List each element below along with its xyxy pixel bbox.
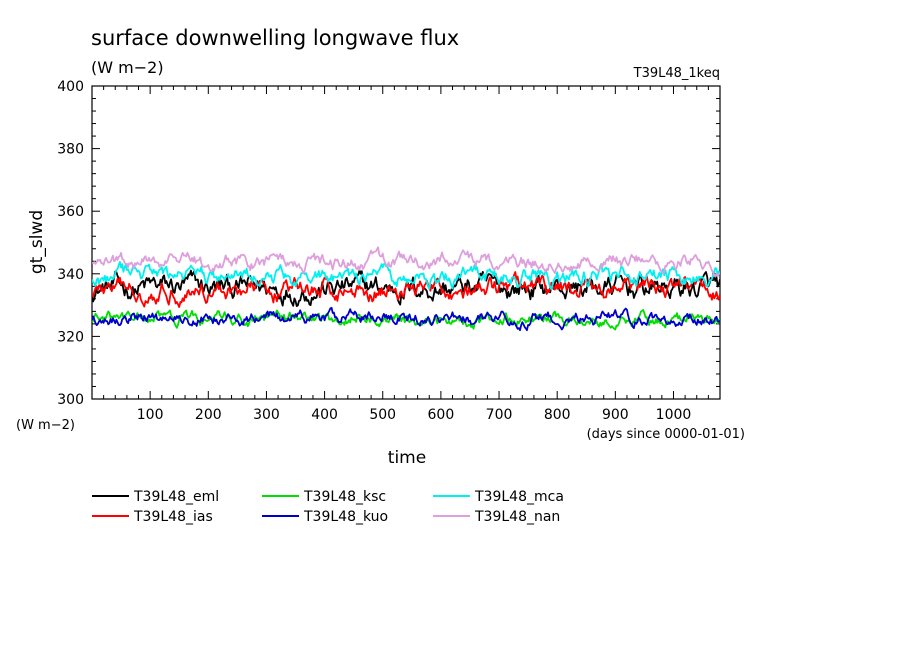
x-tick-label: 100 — [137, 407, 164, 423]
plot-frame — [91, 85, 721, 400]
y-tick-label: 400 — [57, 79, 84, 95]
series-line-T39L48_ksc — [92, 309, 720, 331]
legend-label: T39L48_nan — [474, 509, 560, 525]
x-tick-label: 300 — [253, 407, 280, 423]
y-tick-label: 320 — [57, 329, 84, 345]
x-tick-label: 900 — [602, 407, 629, 423]
legend: T39L48_eml T39L48_ias T39L48_ksc T39L48_kuo… — [92, 489, 564, 525]
legend-label: T39L48_ksc — [303, 489, 386, 505]
y-tick-label: 360 — [57, 204, 84, 220]
x-tick-label: 600 — [428, 407, 455, 423]
series-line-T39L48_ias — [92, 271, 720, 309]
y-axis-units: (W m−2) — [16, 418, 75, 433]
y-tick-label: 380 — [57, 142, 84, 158]
x-tick-label: 500 — [369, 407, 396, 423]
series-line-T39L48_mca — [92, 260, 720, 291]
x-axis-label: time — [388, 448, 426, 468]
run-label: T39L48_1keq — [633, 66, 720, 81]
y-tick-label: 340 — [57, 267, 84, 283]
legend-label: T39L48_eml — [133, 489, 219, 505]
y-axis: 300 320 340 360 380 400 — [57, 79, 720, 408]
series-line-T39L48_kuo — [92, 306, 720, 332]
y-axis-label: gt_slwd — [27, 210, 47, 274]
x-axis: 100 200 300 400 500 600 700 800 900 1000 — [103, 86, 709, 423]
x-tick-label: 1000 — [656, 407, 692, 423]
legend-label: T39L48_ias — [133, 509, 213, 525]
legend-label: T39L48_mca — [474, 489, 564, 505]
series-lines — [92, 246, 720, 332]
legend-label: T39L48_kuo — [303, 509, 388, 525]
x-axis-units: (days since 0000-01-01) — [587, 427, 745, 442]
chart-title: surface downwelling longwave flux — [91, 26, 459, 50]
x-tick-label: 200 — [195, 407, 222, 423]
x-tick-label: 700 — [486, 407, 513, 423]
x-tick-label: 800 — [544, 407, 571, 423]
series-line-T39L48_nan — [92, 246, 720, 278]
y-tick-label: 300 — [57, 392, 84, 408]
chart-units: (W m−2) — [91, 58, 164, 77]
x-tick-label: 400 — [311, 407, 338, 423]
